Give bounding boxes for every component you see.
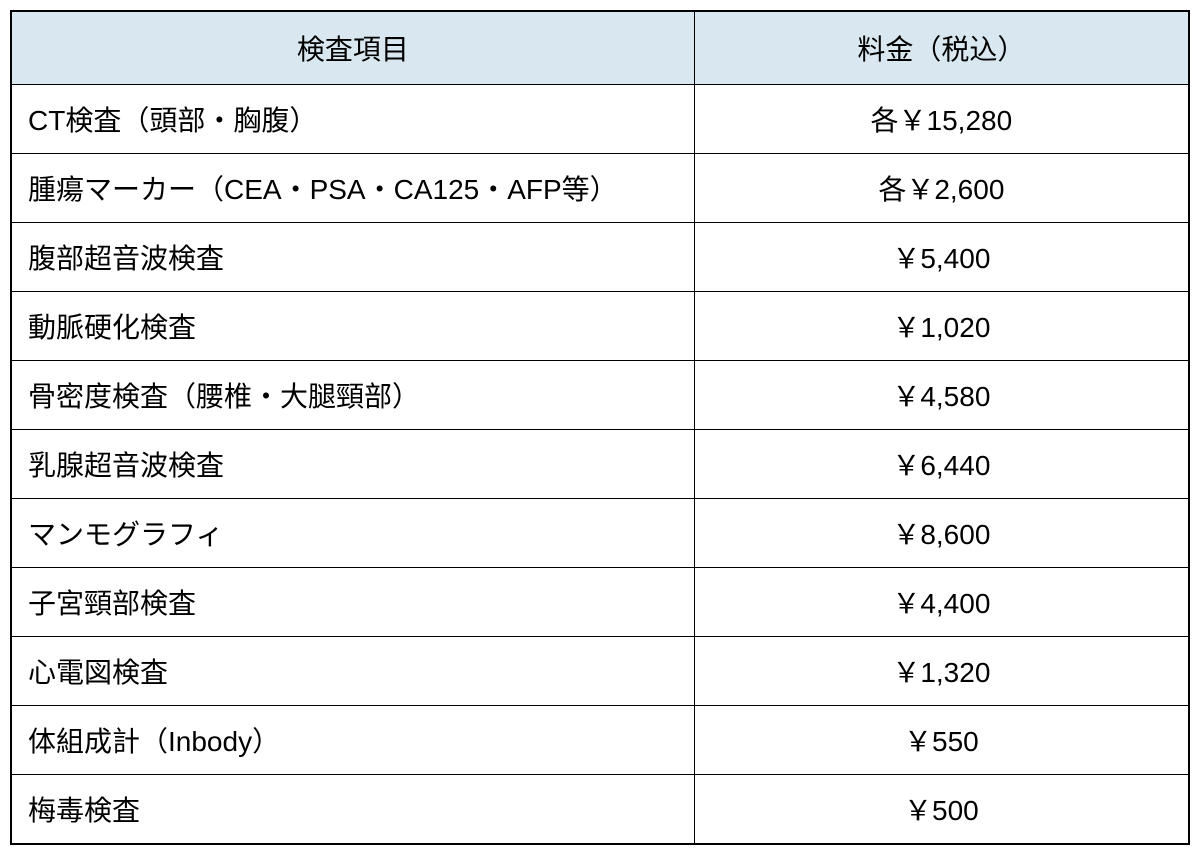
table-row: マンモグラフィ ￥8,600 xyxy=(11,499,1189,568)
table-row: 骨密度検査（腰椎・大腿頸部） ￥4,580 xyxy=(11,361,1189,430)
item-cell: 梅毒検査 xyxy=(11,775,694,845)
item-cell: 心電図検査 xyxy=(11,637,694,706)
table-row: 体組成計（Inbody） ￥550 xyxy=(11,706,1189,775)
price-cell: ￥8,600 xyxy=(694,499,1189,568)
price-cell: ￥500 xyxy=(694,775,1189,845)
price-table: 検査項目 料金（税込） CT検査（頭部・胸腹） 各￥15,280 腫瘍マーカー（… xyxy=(10,10,1190,845)
item-cell: 腫瘍マーカー（CEA・PSA・CA125・AFP等） xyxy=(11,154,694,223)
item-cell: 腹部超音波検査 xyxy=(11,223,694,292)
price-cell: 各￥2,600 xyxy=(694,154,1189,223)
price-cell: 各￥15,280 xyxy=(694,85,1189,154)
item-cell: 子宮頸部検査 xyxy=(11,568,694,637)
table-row: 乳腺超音波検査 ￥6,440 xyxy=(11,430,1189,499)
header-price: 料金（税込） xyxy=(694,11,1189,85)
price-cell: ￥5,400 xyxy=(694,223,1189,292)
item-cell: 乳腺超音波検査 xyxy=(11,430,694,499)
table-row: 腹部超音波検査 ￥5,400 xyxy=(11,223,1189,292)
price-cell: ￥550 xyxy=(694,706,1189,775)
header-item: 検査項目 xyxy=(11,11,694,85)
table-row: 動脈硬化検査 ￥1,020 xyxy=(11,292,1189,361)
price-cell: ￥1,020 xyxy=(694,292,1189,361)
item-cell: 骨密度検査（腰椎・大腿頸部） xyxy=(11,361,694,430)
table-row: CT検査（頭部・胸腹） 各￥15,280 xyxy=(11,85,1189,154)
price-cell: ￥4,580 xyxy=(694,361,1189,430)
table-row: 心電図検査 ￥1,320 xyxy=(11,637,1189,706)
item-cell: マンモグラフィ xyxy=(11,499,694,568)
item-cell: 動脈硬化検査 xyxy=(11,292,694,361)
item-cell: CT検査（頭部・胸腹） xyxy=(11,85,694,154)
table-row: 腫瘍マーカー（CEA・PSA・CA125・AFP等） 各￥2,600 xyxy=(11,154,1189,223)
price-cell: ￥6,440 xyxy=(694,430,1189,499)
price-cell: ￥1,320 xyxy=(694,637,1189,706)
table-row: 子宮頸部検査 ￥4,400 xyxy=(11,568,1189,637)
table-header-row: 検査項目 料金（税込） xyxy=(11,11,1189,85)
table-row: 梅毒検査 ￥500 xyxy=(11,775,1189,845)
item-cell: 体組成計（Inbody） xyxy=(11,706,694,775)
price-cell: ￥4,400 xyxy=(694,568,1189,637)
